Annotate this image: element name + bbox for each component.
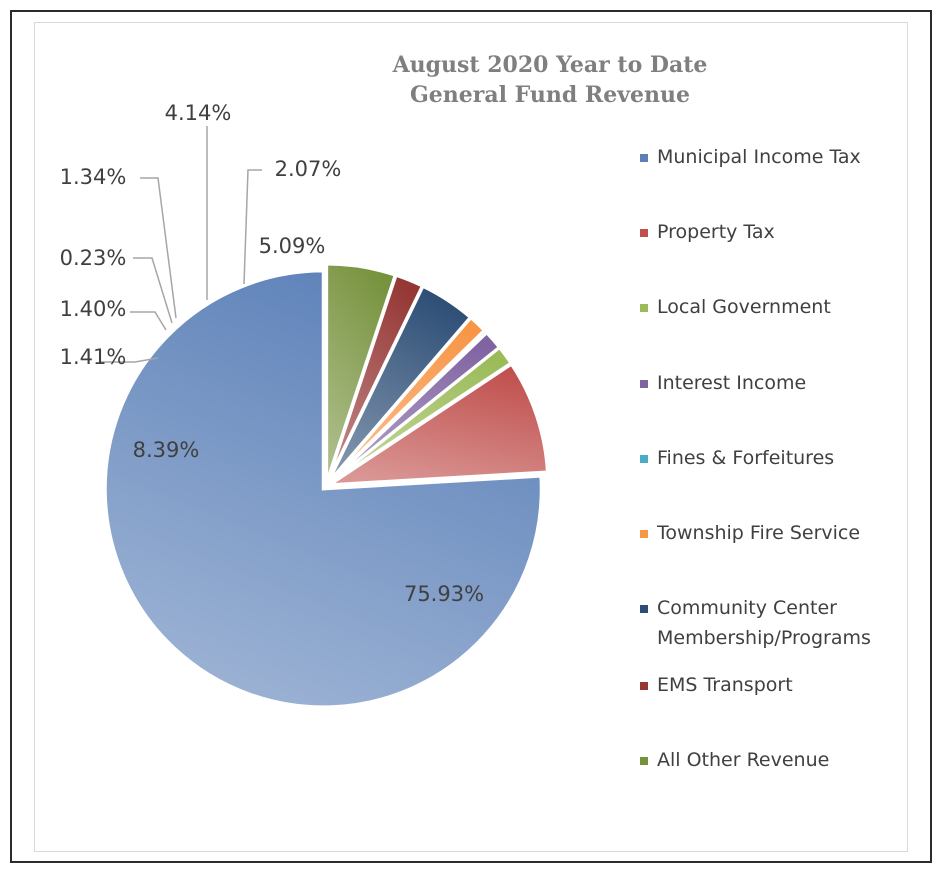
legend-swatch	[640, 455, 648, 463]
legend-label: Membership/Programs	[657, 627, 871, 649]
pie-slices	[103, 262, 550, 709]
legend-label: Interest Income	[657, 372, 807, 394]
data-label: 4.14%	[165, 101, 232, 125]
legend-label: Local Government	[657, 296, 831, 318]
pie-slice-all-other-revenue	[325, 262, 398, 483]
legend-label: Property Tax	[657, 221, 775, 243]
pie-slice-property-tax	[324, 362, 550, 487]
data-label: 75.93%	[404, 582, 484, 606]
leader-line	[133, 257, 173, 324]
legend-label: Community Center	[657, 597, 837, 619]
legend-label: Township Fire Service	[657, 522, 861, 544]
legend-swatch	[640, 530, 648, 538]
chart-title-line-1: August 2020 Year to Date	[392, 52, 708, 78]
data-label: 1.34%	[60, 165, 127, 189]
pie-slice-municipal-income-tax	[103, 269, 543, 709]
chart-title: August 2020 Year to Date General Fund Re…	[340, 50, 760, 110]
data-label: 8.39%	[133, 438, 200, 462]
leader-lines	[100, 126, 262, 363]
leader-line	[100, 357, 159, 363]
data-labels: 75.93% 8.39% 1.41% 1.40% 0.23% 1.34% 4.14% 2.07…	[60, 101, 484, 606]
chart-title-line-2: General Fund Revenue	[410, 82, 690, 108]
leader-line	[243, 169, 262, 285]
data-label: 0.23%	[60, 246, 127, 270]
legend-swatch	[640, 682, 648, 690]
legend-swatch	[640, 304, 648, 312]
legend-swatch	[640, 605, 648, 613]
legend-swatch	[640, 229, 648, 237]
legend-swatch	[640, 154, 648, 162]
data-label: 1.40%	[60, 297, 127, 321]
data-label: 2.07%	[275, 157, 342, 181]
legend-label: EMS Transport	[657, 674, 793, 696]
data-label: 1.41%	[60, 345, 127, 369]
data-label: 5.09%	[259, 234, 326, 258]
leader-line	[140, 177, 177, 319]
legend-label: Municipal Income Tax	[657, 146, 861, 168]
legend-label: All Other Revenue	[657, 749, 830, 771]
legend-label: Fines & Forfeitures	[657, 447, 835, 469]
legend-swatch	[640, 380, 648, 388]
leader-line	[130, 311, 167, 331]
legend-swatch	[640, 757, 648, 765]
